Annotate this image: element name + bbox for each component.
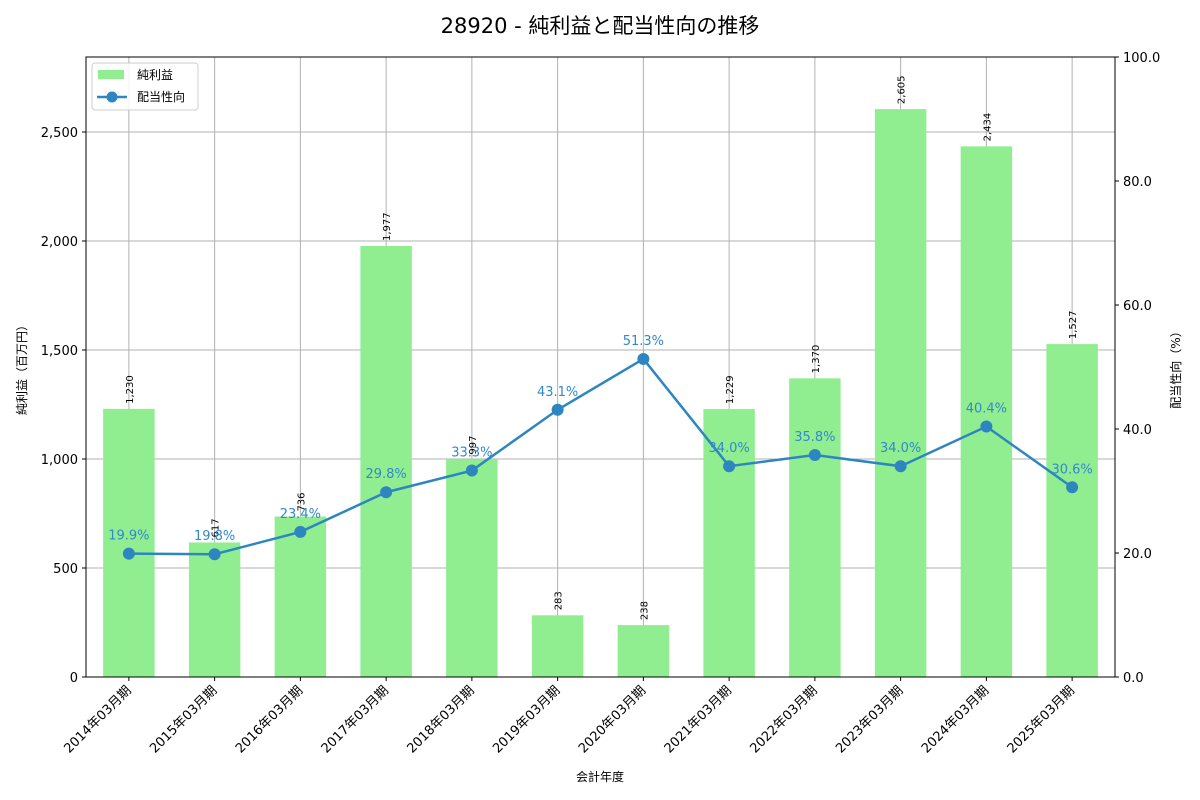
line-marker — [637, 352, 650, 365]
y2-tick-label: 60.0 — [1123, 299, 1152, 314]
x-tick-label: 2021年03月期 — [662, 683, 735, 756]
bar-value-label: 2,434 — [982, 113, 993, 142]
bar-value-label: 736 — [296, 492, 307, 511]
line-marker — [294, 525, 307, 538]
bar — [188, 542, 241, 677]
payout-ratio-label: 34.0% — [880, 441, 921, 456]
payout-ratio-label: 33.3% — [451, 446, 492, 461]
x-tick-label: 2019年03月期 — [490, 683, 563, 756]
bar — [1046, 344, 1098, 677]
legend-label-net-income: 純利益 — [137, 68, 173, 82]
bar — [960, 146, 1013, 677]
x-tick-label: 2015年03月期 — [147, 683, 220, 756]
line-marker — [380, 486, 393, 499]
x-tick-label: 2016年03月期 — [233, 683, 306, 756]
payout-ratio-label: 34.0% — [708, 441, 749, 456]
left-axis-ticks: 0 500 1,000 1,500 2,000 2,500 — [41, 126, 86, 686]
plot-frame — [85, 56, 1116, 678]
bar-value-label: 617 — [211, 518, 222, 537]
y-tick-label: 2,000 — [41, 235, 78, 250]
legend-label-payout-ratio: 配当性向 — [137, 89, 185, 104]
y-tick-label: 500 — [53, 562, 78, 577]
y2-tick-label: 20.0 — [1123, 547, 1152, 562]
bar-value-label: 1,977 — [382, 212, 393, 241]
bar — [531, 615, 584, 677]
line-marker — [723, 460, 736, 473]
payout-ratio-label: 19.9% — [108, 529, 149, 544]
bar-value-label: 1,229 — [725, 375, 736, 404]
line-marker — [808, 449, 821, 462]
y2-axis-label: 配当性向（%） — [1168, 325, 1183, 408]
line-marker — [465, 464, 478, 477]
bar — [874, 109, 927, 678]
legend: 純利益 配当性向 — [91, 62, 199, 111]
bar-value-label: 1,230 — [125, 375, 136, 404]
bar-value-label: 283 — [554, 591, 565, 610]
bar — [617, 625, 670, 677]
bar — [789, 378, 841, 677]
y-tick-label: 0 — [70, 671, 78, 686]
bar-value-label: 2,605 — [897, 75, 908, 104]
payout-ratio-line — [128, 357, 1073, 556]
chart-title: 28920 - 純利益と配当性向の推移 — [441, 14, 760, 38]
x-tick-label: 2018年03月期 — [404, 683, 477, 756]
y-tick-label: 1,500 — [41, 344, 78, 359]
payout-ratio-label: 23.4% — [280, 507, 321, 522]
x-tick-label: 2020年03月期 — [576, 683, 649, 756]
right-axis-ticks: 0.0 20.0 40.0 60.0 80.0 100.0 — [1115, 51, 1160, 686]
bar — [274, 516, 327, 677]
bar-value-label: 238 — [639, 601, 650, 620]
x-axis-label: 会計年度 — [576, 769, 624, 784]
x-tick-label: 2025年03月期 — [1005, 683, 1078, 756]
payout-ratio-label: 30.6% — [1051, 462, 1092, 477]
legend-marker-icon — [106, 91, 118, 103]
bar — [703, 409, 755, 677]
bar-value-label: 997 — [468, 436, 479, 455]
line-marker — [980, 420, 993, 433]
line-marker — [208, 548, 221, 561]
y-tick-label: 1,000 — [41, 453, 78, 468]
bar — [446, 459, 498, 677]
y2-tick-label: 40.0 — [1123, 423, 1152, 438]
x-tick-label: 2014年03月期 — [61, 683, 134, 756]
bar-value-labels: 1,230 617 736 1,977 997 283 238 1,229 1,370 2,605… — [125, 75, 1079, 620]
bar — [360, 246, 412, 678]
y2-tick-label: 80.0 — [1123, 175, 1152, 190]
line-series — [122, 352, 1079, 561]
x-tick-label: 2022年03月期 — [747, 683, 820, 756]
payout-ratio-label: 51.3% — [623, 334, 664, 349]
payout-ratio-label: 35.8% — [794, 430, 835, 445]
y-axis-label: 純利益（百万円） — [15, 319, 29, 415]
legend-bar-swatch — [98, 70, 124, 79]
y2-tick-label: 0.0 — [1123, 671, 1144, 686]
y2-tick-label: 100.0 — [1123, 51, 1160, 66]
bar-value-label: 1,527 — [1068, 310, 1079, 339]
payout-ratio-label: 40.4% — [966, 402, 1007, 417]
payout-ratio-label: 43.1% — [537, 385, 578, 400]
x-tick-label: 2024年03月期 — [919, 683, 992, 756]
line-marker — [122, 547, 135, 560]
bar-series — [103, 109, 1098, 678]
x-tick-label: 2017年03月期 — [319, 683, 392, 756]
x-axis-ticks: 2014年03月期 2015年03月期 2016年03月期 2017年03月期 2018… — [61, 677, 1078, 757]
line-marker — [894, 460, 907, 473]
line-marker — [1066, 481, 1079, 494]
y-tick-label: 2,500 — [41, 126, 78, 141]
line-value-labels: 19.9% 19.8% 23.4% 29.8% 33.3% 43.1% 51.3% 34.0%… — [108, 334, 1093, 544]
payout-ratio-label: 19.8% — [194, 529, 235, 544]
bar — [103, 408, 155, 677]
bar-value-label: 1,370 — [811, 345, 822, 374]
payout-ratio-label: 29.8% — [365, 467, 406, 482]
line-marker — [551, 403, 564, 416]
x-tick-label: 2023年03月期 — [833, 683, 906, 756]
